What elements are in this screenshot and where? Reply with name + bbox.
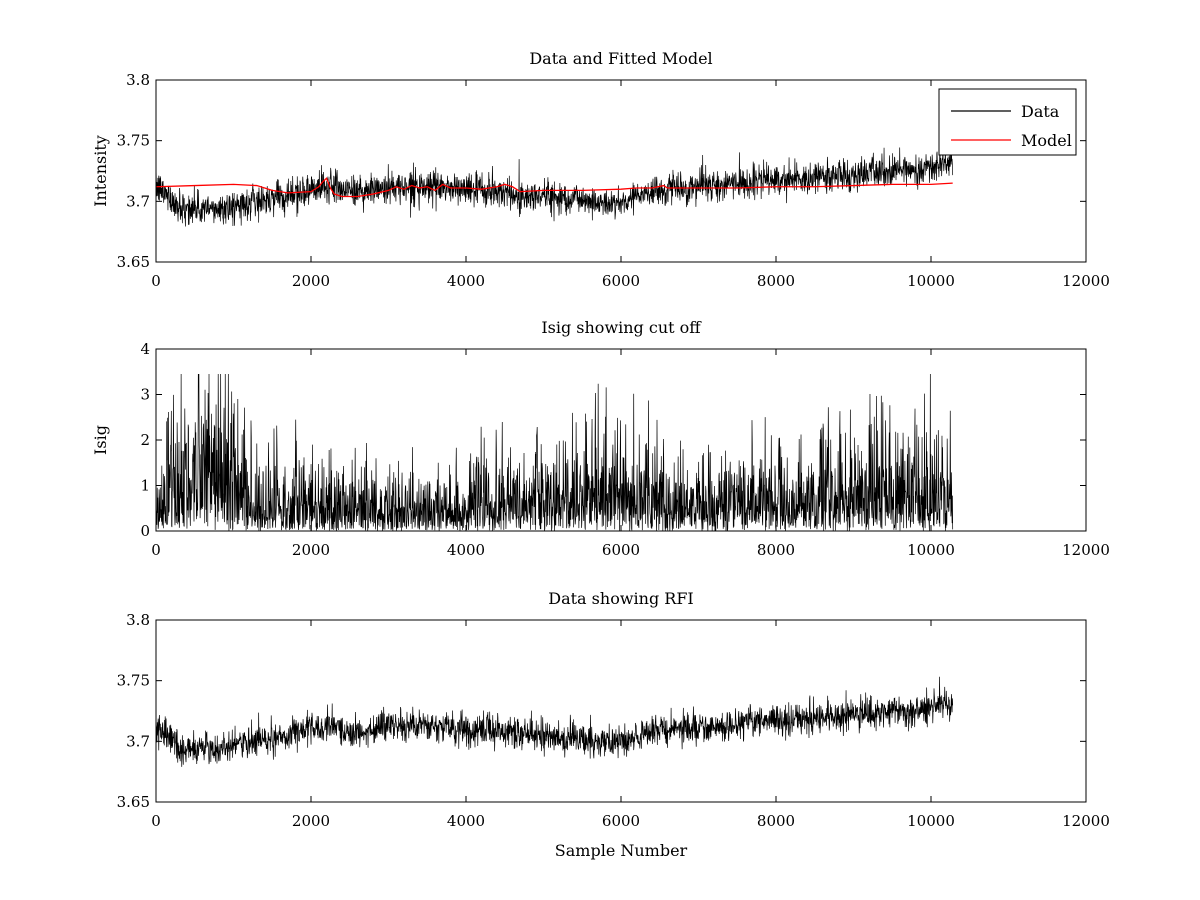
- panel-1-series-model: [156, 177, 953, 198]
- panel-3-y-tick-label: 3.65: [117, 793, 150, 811]
- legend-label-model: Model: [1021, 131, 1072, 150]
- panel-2-y-axis-label: Isig: [91, 425, 110, 455]
- panel-2: Isig showing cut off 0 2000 4000 6000 8000 100…: [91, 318, 1110, 559]
- panel-1-x-tick-label: 2000: [292, 272, 330, 290]
- panel-1-y-tick-label: 3.8: [126, 71, 150, 89]
- panel-3-x-axis-label: Sample Number: [555, 841, 688, 860]
- panel-2-y-tick-label: 4: [140, 340, 150, 358]
- panel-3: Data showing RFI 0 2000 4000 6000 8000 10000 12…: [117, 589, 1110, 860]
- panel-2-x-tick-label: 4000: [447, 541, 485, 559]
- panel-3-x-tick-label: 8000: [757, 812, 795, 830]
- panel-1-y-tick-label: 3.65: [117, 253, 150, 271]
- panel-1-y-tick-label: 3.7: [126, 192, 150, 210]
- panel-1-x-tick-label: 4000: [447, 272, 485, 290]
- panel-3-x-tick-label: 10000: [907, 812, 955, 830]
- legend-label-data: Data: [1021, 102, 1060, 121]
- panel-2-x-tick-label: 8000: [757, 541, 795, 559]
- panel-3-x-tick-label: 0: [151, 812, 161, 830]
- panel-1-title: Data and Fitted Model: [529, 49, 712, 68]
- panel-2-y-tick-label: 3: [140, 386, 150, 404]
- panel-1-x-tick-label: 8000: [757, 272, 795, 290]
- panel-3-y-tick-label: 3.8: [126, 611, 150, 629]
- panel-2-y-tick-label: 2: [140, 431, 150, 449]
- panel-3-x-tick-label: 4000: [447, 812, 485, 830]
- panel-2-x-tick-label: 10000: [907, 541, 955, 559]
- panel-1-x-tick-label: 12000: [1062, 272, 1110, 290]
- panel-2-x-tick-label: 12000: [1062, 541, 1110, 559]
- panel-3-x-tick-label: 6000: [602, 812, 640, 830]
- legend-box: [938, 88, 1077, 156]
- panel-1-x-tick-label: 10000: [907, 272, 955, 290]
- panel-1-series-data: [156, 141, 954, 227]
- panel-1: Data and Fitted Model 0 2000 4000 6000 8000 10…: [91, 49, 1110, 290]
- panel-3-title: Data showing RFI: [548, 589, 693, 608]
- panel-3-y-tick-label: 3.7: [126, 732, 150, 750]
- panel-2-y-tick-label: 0: [140, 522, 150, 540]
- panel-1-y-axis-label: Intensity: [91, 135, 110, 207]
- panel-1-x-tick-label: 6000: [602, 272, 640, 290]
- panel-3-series-data: [156, 676, 954, 767]
- panel-2-title: Isig showing cut off: [541, 318, 702, 337]
- panel-1-x-tick-label: 0: [151, 272, 161, 290]
- panel-1-legend: Data Model: [938, 88, 1077, 156]
- panel-1-y-tick-label: 3.75: [117, 132, 150, 150]
- panel-2-x-tick-label: 0: [151, 541, 161, 559]
- panel-3-y-tick-label: 3.75: [117, 672, 150, 690]
- panel-2-x-tick-label: 6000: [602, 541, 640, 559]
- panel-2-series-isig: [156, 374, 954, 531]
- panel-2-y-tick-label: 1: [140, 477, 150, 495]
- panel-3-x-tick-label: 12000: [1062, 812, 1110, 830]
- panel-2-x-tick-label: 2000: [292, 541, 330, 559]
- panel-3-x-tick-label: 2000: [292, 812, 330, 830]
